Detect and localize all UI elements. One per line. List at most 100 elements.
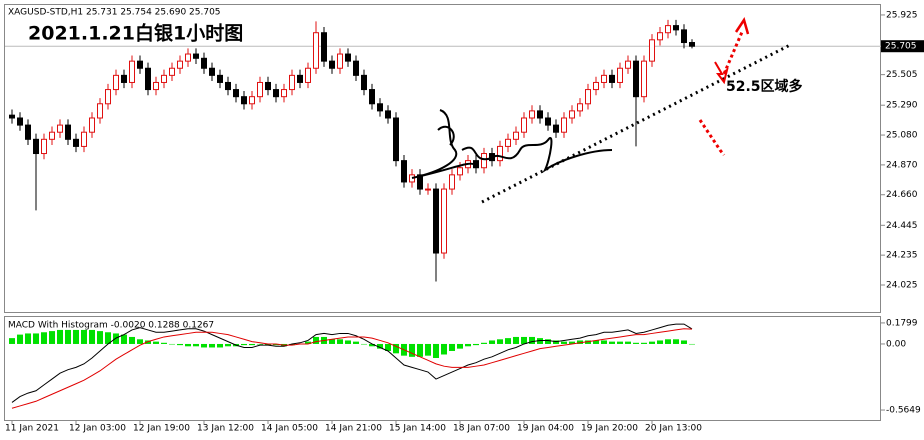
candle-body (65, 124, 71, 140)
candle-body (537, 110, 543, 119)
candle-body (545, 117, 551, 126)
histogram-bar (73, 329, 79, 344)
histogram-bar (665, 339, 671, 344)
candle-body (665, 25, 671, 34)
histogram-bar (65, 329, 71, 344)
macd-line (11, 323, 693, 403)
candle-body (209, 67, 215, 76)
histogram-bar (265, 343, 271, 346)
current-price-box (881, 40, 924, 53)
histogram-bar (481, 342, 487, 344)
histogram-bar (561, 341, 567, 344)
current-price-label: 25.705 (885, 42, 917, 52)
candle-body (681, 29, 687, 44)
candle-body (137, 60, 143, 69)
x-tick-label: 14 Jan 05:00 (261, 424, 318, 434)
candle-body (113, 74, 119, 91)
histogram-bar (473, 343, 479, 346)
candle-body (57, 124, 63, 133)
candle-body (97, 103, 103, 119)
candle-body (265, 81, 271, 91)
candle-body (641, 60, 647, 98)
candle-body (33, 138, 39, 155)
candle-body (305, 67, 311, 83)
candle-body (417, 174, 423, 190)
candle-body (345, 53, 351, 62)
histogram-bar (489, 340, 495, 344)
y-tick-label: 24.235 (886, 251, 918, 261)
histogram-bar (185, 343, 191, 347)
histogram-bar (25, 333, 31, 344)
y-tick-label: 24.025 (886, 280, 918, 290)
candle-body (297, 74, 303, 83)
candle-body (329, 60, 335, 69)
histogram-bar (457, 343, 463, 349)
candle-body (25, 124, 31, 140)
candle-body (433, 188, 439, 254)
histogram-bar (569, 341, 575, 344)
candle-body (601, 74, 607, 83)
candle-body (649, 39, 655, 62)
candle-body (289, 74, 295, 91)
candle-body (105, 89, 111, 105)
arrow-down (698, 119, 726, 156)
candle-body (153, 81, 159, 91)
candle-body (529, 110, 535, 119)
candle-body (577, 103, 583, 112)
candle-body (89, 117, 95, 133)
histogram-bar (537, 338, 543, 344)
candle-body (313, 32, 319, 69)
histogram-bar (81, 329, 87, 344)
candle-body (169, 67, 175, 76)
histogram-bar (609, 341, 615, 344)
histogram-bar (345, 340, 351, 344)
candle-body (49, 131, 55, 140)
y-tick-label: 25.080 (886, 131, 918, 141)
candle-body (625, 60, 631, 69)
histogram-bar (161, 342, 167, 344)
histogram-bar (449, 343, 455, 351)
candle-body (41, 138, 47, 155)
candle-body (201, 57, 207, 69)
histogram-bar (137, 339, 143, 344)
histogram-bar (681, 340, 687, 344)
candle-body (193, 53, 199, 59)
histogram-bar (657, 340, 663, 344)
histogram-bar (649, 341, 655, 344)
y-tick-label: 0.00 (886, 339, 906, 349)
histogram-bar (329, 339, 335, 344)
arrow-down-head (714, 61, 729, 85)
histogram-bar (193, 343, 199, 347)
histogram-bar (225, 343, 231, 347)
histogram-bar (121, 334, 127, 344)
indicator-title: MACD With Histogram -0.0020 0.1288 0.126… (8, 321, 214, 331)
candle-body (321, 32, 327, 62)
histogram-bar (169, 343, 175, 345)
histogram-bar (49, 331, 55, 344)
candle-body (569, 110, 575, 119)
x-tick-label: 12 Jan 19:00 (133, 424, 190, 434)
candle-body (585, 89, 591, 105)
candle-body (609, 74, 615, 83)
candle-body (17, 117, 23, 126)
candle-body (449, 174, 455, 190)
histogram-bar (97, 331, 103, 344)
y-tick-label: 24.870 (886, 160, 918, 170)
x-tick-label: 18 Jan 07:00 (453, 424, 510, 434)
candle-body (561, 117, 567, 133)
x-tick-label: 14 Jan 21:00 (325, 424, 382, 434)
histogram-bar (417, 343, 423, 357)
candle-body (385, 110, 391, 119)
y-tick-label: 25.505 (886, 70, 918, 80)
price-panel (4, 4, 881, 313)
x-tick-label: 20 Jan 13:00 (645, 424, 702, 434)
histogram-bar (425, 343, 431, 356)
histogram-bar (433, 343, 439, 358)
histogram-bar (513, 336, 519, 344)
x-tick-label: 13 Jan 12:00 (197, 424, 254, 434)
histogram-bar (145, 340, 151, 344)
histogram-bar (689, 343, 695, 345)
y-tick-label: 0.1799 (886, 318, 918, 328)
y-tick-label: -0.5649 (886, 406, 921, 416)
